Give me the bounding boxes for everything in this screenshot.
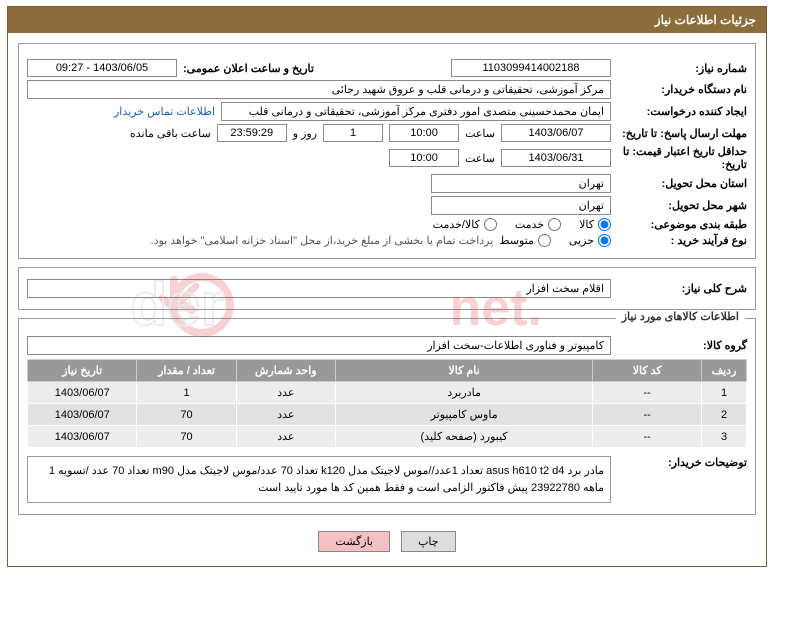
announce-value: 1403/06/05 - 09:27 (27, 59, 177, 77)
buyer-desc-value: مادر برد asus h610 t2 d4 تعداد 1عدد//موس… (27, 456, 611, 503)
process-label: نوع فرآیند خرید : (617, 234, 747, 247)
province-label: استان محل تحویل: (617, 177, 747, 190)
cell: -- (593, 426, 702, 448)
province-value: تهران (431, 174, 611, 193)
min-validity-date: 1403/06/31 (501, 149, 611, 167)
requester-label: ایجاد کننده درخواست: (617, 105, 747, 118)
cell: 1403/06/07 (28, 404, 137, 426)
min-validity-label: حداقل تاریخ اعتبار قیمت: تا تاریخ: (617, 145, 747, 171)
table-row: 1--مادربردعدد11403/06/07 (28, 382, 747, 404)
buyer-desc-label: توضیحات خریدار: (617, 456, 747, 469)
cell: 1403/06/07 (28, 426, 137, 448)
cell: عدد (236, 426, 335, 448)
group-label: گروه کالا: (617, 339, 747, 352)
cell: کیبورد (صفحه کلید) (336, 426, 593, 448)
cell: عدد (236, 382, 335, 404)
summary-value: اقلام سخت افزار (27, 279, 611, 298)
button-row: چاپ بازگشت (18, 523, 756, 556)
countdown: 23:59:29 (217, 124, 287, 142)
cell: 1 (137, 382, 236, 404)
panel-header: جزئیات اطلاعات نیاز (8, 7, 766, 33)
min-validity-time: 10:00 (389, 149, 459, 167)
radio-kalakhadmat[interactable]: کالا/خدمت (433, 218, 497, 231)
contact-link[interactable]: اطلاعات تماس خریدار (114, 105, 215, 118)
buyer-org-label: نام دستگاه خریدار: (617, 83, 747, 96)
need-no-label: شماره نیاز: (617, 62, 747, 75)
cell: -- (593, 404, 702, 426)
th-3: واحد شمارش (236, 360, 335, 382)
time-label-1: ساعت (465, 127, 495, 140)
summary-label: شرح کلی نیاز: (617, 282, 747, 295)
back-button[interactable]: بازگشت (318, 531, 390, 552)
cell: ماوس کامپیوتر (336, 404, 593, 426)
days-label: روز و (293, 127, 317, 140)
table-row: 3--کیبورد (صفحه کلید)عدد701403/06/07 (28, 426, 747, 448)
radio-motavaset-input[interactable] (538, 234, 551, 247)
city-label: شهر محل تحویل: (617, 199, 747, 212)
radio-kala-input[interactable] (598, 218, 611, 231)
panel-title: جزئیات اطلاعات نیاز (655, 13, 756, 27)
deadline-label: مهلت ارسال پاسخ: تا تاریخ: (617, 127, 747, 140)
items-section-title: اطلاعات کالاهای مورد نیاز (616, 310, 745, 323)
cell: 3 (702, 426, 747, 448)
radio-kalakhadmat-input[interactable] (484, 218, 497, 231)
remain-label: ساعت باقی مانده (130, 127, 211, 140)
radio-jozi[interactable]: جزیی (569, 234, 611, 247)
cell: 70 (137, 426, 236, 448)
announce-label: تاریخ و ساعت اعلان عمومی: (183, 62, 314, 75)
table-row: 2--ماوس کامپیوترعدد701403/06/07 (28, 404, 747, 426)
th-1: کد کالا (593, 360, 702, 382)
days-value: 1 (323, 124, 383, 142)
group-value: کامپیوتر و فناوری اطلاعات-سخت افزار (27, 336, 611, 355)
deadline-time: 10:00 (389, 124, 459, 142)
cell: 1 (702, 382, 747, 404)
print-button[interactable]: چاپ (401, 531, 456, 552)
radio-jozi-input[interactable] (598, 234, 611, 247)
cell: 2 (702, 404, 747, 426)
cell: مادربرد (336, 382, 593, 404)
summary-section: شرح کلی نیاز: اقلام سخت افزار (18, 267, 756, 310)
time-label-2: ساعت (465, 152, 495, 165)
main-panel: جزئیات اطلاعات نیاز شماره نیاز: 11030994… (7, 6, 767, 567)
buyer-org-value: مرکز آموزشی، تحقیقاتی و درمانی قلب و عرو… (27, 80, 611, 99)
th-2: نام کالا (336, 360, 593, 382)
radio-khadamat-input[interactable] (548, 218, 561, 231)
cell: عدد (236, 404, 335, 426)
need-no-value: 1103099414002188 (451, 59, 611, 77)
cell: 1403/06/07 (28, 382, 137, 404)
radio-motavaset[interactable]: متوسط (499, 234, 551, 247)
th-0: ردیف (702, 360, 747, 382)
items-table: ردیفکد کالانام کالاواحد شمارشتعداد / مقد… (27, 359, 747, 448)
deadline-date: 1403/06/07 (501, 124, 611, 142)
city-value: تهران (431, 196, 611, 215)
radio-khadamat[interactable]: خدمت (515, 218, 561, 231)
cell: 70 (137, 404, 236, 426)
radio-kala[interactable]: کالا (579, 218, 611, 231)
requester-value: ایمان محمدحسینی متصدی امور دفتری مرکز آم… (221, 102, 611, 121)
items-section: اطلاعات کالاهای مورد نیاز گروه کالا: کام… (18, 318, 756, 515)
category-label: طبقه بندی موضوعی: (617, 218, 747, 231)
th-4: تعداد / مقدار (137, 360, 236, 382)
cell: -- (593, 382, 702, 404)
info-section: شماره نیاز: 1103099414002188 تاریخ و ساع… (18, 43, 756, 259)
process-note: پرداخت تمام یا بخشی از مبلغ خرید،از محل … (151, 234, 494, 247)
th-5: تاریخ نیاز (28, 360, 137, 382)
